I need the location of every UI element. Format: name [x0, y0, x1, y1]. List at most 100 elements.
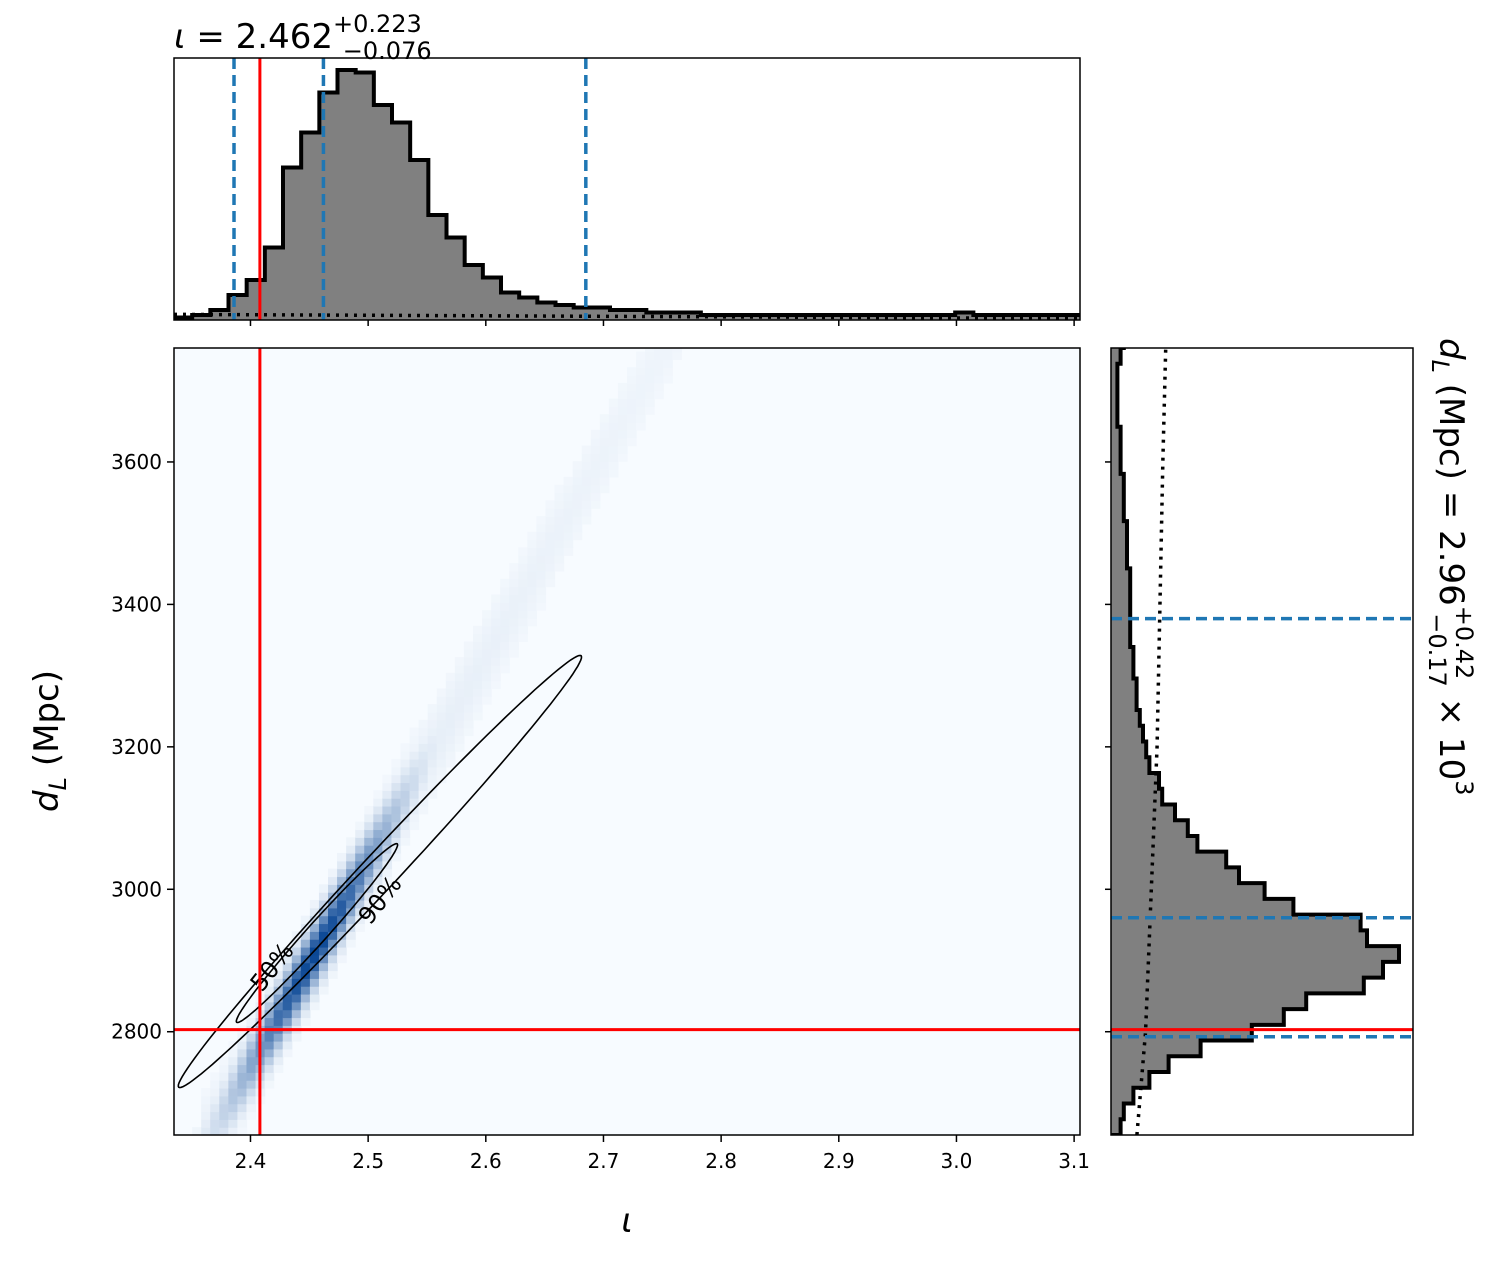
- density-cell: [445, 680, 456, 690]
- density-cell: [355, 923, 365, 932]
- density-cell: [472, 633, 483, 643]
- density-cell: [472, 664, 483, 674]
- density-cell: [373, 798, 383, 807]
- density-cell: [273, 986, 284, 995]
- density-cell: [463, 649, 474, 658]
- density-cell: [328, 954, 338, 964]
- density-cell: [527, 570, 537, 580]
- density-cell: [291, 1009, 302, 1019]
- density-cell: [373, 837, 383, 846]
- density-cell: [409, 758, 420, 768]
- density-cell: [282, 986, 293, 995]
- density-cell: [210, 1119, 220, 1128]
- density-cell: [518, 586, 528, 596]
- dL-histogram-ticks: [1105, 461, 1111, 1033]
- density-cell: [527, 594, 537, 603]
- density-cell: [617, 382, 628, 392]
- density-cell: [264, 1056, 275, 1066]
- density-cell: [509, 610, 519, 619]
- density-cell: [590, 476, 601, 486]
- density-cell: [291, 978, 302, 987]
- density-cell: [382, 860, 393, 870]
- density-cell: [264, 986, 275, 995]
- density-cell: [328, 899, 338, 909]
- density-cell: [309, 931, 320, 940]
- density-cell: [273, 970, 284, 979]
- density-cell: [536, 602, 547, 611]
- density-cell: [282, 1048, 293, 1058]
- density-cell: [536, 594, 547, 603]
- y-tick-label: 3000: [111, 877, 162, 901]
- density-cell: [545, 570, 556, 580]
- density-cell: [237, 1080, 248, 1089]
- density-cell: [282, 954, 293, 964]
- density-cell: [654, 348, 664, 353]
- density-cell: [509, 633, 519, 643]
- density-cell: [482, 688, 492, 697]
- density-cell: [572, 516, 583, 525]
- density-cell: [400, 758, 411, 768]
- density-cell: [536, 586, 547, 596]
- density-cell: [572, 508, 583, 517]
- density-cell: [572, 492, 583, 502]
- density-cell: [210, 1080, 220, 1089]
- density-cell: [509, 594, 519, 603]
- density-cell: [201, 1111, 211, 1120]
- density-cell: [228, 1056, 239, 1066]
- density-cell: [545, 539, 556, 549]
- density-cell: [472, 641, 483, 650]
- density-cell: [472, 657, 483, 666]
- density-cell: [509, 570, 519, 580]
- density-cell: [554, 531, 565, 541]
- y-axis-ticks: 2800 3000 3200 3400 3600: [111, 450, 174, 1044]
- density-cell: [518, 633, 528, 643]
- density-cell: [210, 1103, 220, 1113]
- density-cell: [346, 884, 356, 893]
- y-tick-label: 3600: [111, 450, 162, 474]
- y-axis-label: dL (Mpc): [27, 670, 72, 812]
- density-cell: [427, 751, 438, 760]
- density-cell: [509, 602, 519, 611]
- density-cell: [418, 774, 429, 784]
- density-cell: [291, 1017, 302, 1026]
- density-cell: [246, 1048, 257, 1058]
- density-cell: [454, 672, 465, 682]
- density-cell: [427, 735, 438, 744]
- density-cell: [318, 946, 329, 956]
- density-cell: [554, 508, 565, 517]
- density-cell: [328, 931, 338, 940]
- density-cell: [228, 1087, 239, 1097]
- density-cell: [454, 727, 465, 737]
- density-cell: [482, 610, 492, 619]
- density-cell: [463, 680, 474, 690]
- density-cell: [636, 414, 646, 423]
- density-cell: [590, 437, 601, 447]
- density-cell: [382, 790, 393, 799]
- density-cell: [246, 1087, 257, 1097]
- density-cell: [427, 711, 438, 721]
- density-cell: [608, 437, 619, 447]
- density-cell: [427, 758, 438, 768]
- density-cell: [219, 1095, 229, 1105]
- density-cell: [663, 348, 673, 353]
- density-cell: [300, 939, 311, 948]
- density-cell: [237, 1103, 248, 1113]
- dL-prior-line: [1135, 348, 1168, 1135]
- density-cell: [608, 461, 619, 470]
- density-cell: [264, 1033, 275, 1042]
- density-cell: [500, 578, 510, 588]
- density-cell: [391, 821, 402, 831]
- density-cell: [527, 578, 537, 588]
- density-cell: [645, 367, 655, 376]
- density-cell: [463, 719, 474, 729]
- density-cell: [282, 1040, 293, 1050]
- density-cell: [491, 664, 501, 674]
- density-cell: [617, 398, 628, 408]
- density-cell: [472, 625, 483, 635]
- density-cell: [472, 680, 483, 690]
- density-cell: [527, 586, 537, 596]
- density-cell: [237, 1087, 248, 1097]
- density-cell: [228, 1127, 239, 1135]
- density-cell: [355, 852, 365, 862]
- density-cell: [491, 680, 501, 690]
